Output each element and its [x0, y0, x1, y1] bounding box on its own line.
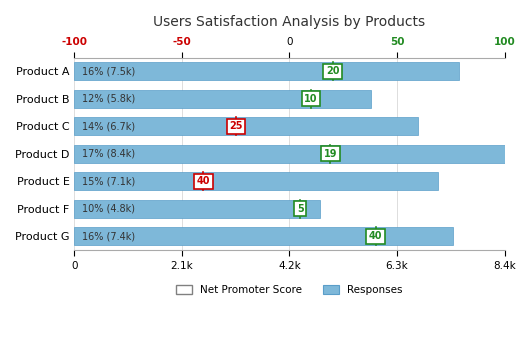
Text: 5: 5 [297, 204, 304, 214]
Bar [74, 172, 438, 190]
Text: 10: 10 [304, 94, 318, 104]
Title: Users Satisfaction Analysis by Products: Users Satisfaction Analysis by Products [153, 15, 425, 29]
Text: 12% (5.8k): 12% (5.8k) [82, 94, 135, 104]
Bar [74, 62, 459, 80]
Bar [74, 118, 417, 135]
Text: 14% (6.7k): 14% (6.7k) [82, 121, 135, 131]
Bar [74, 145, 504, 163]
Text: 25: 25 [229, 121, 243, 131]
Text: 20: 20 [326, 66, 339, 76]
Bar [74, 90, 372, 108]
Text: 16% (7.5k): 16% (7.5k) [82, 66, 135, 76]
Legend: Net Promoter Score, Responses: Net Promoter Score, Responses [172, 280, 407, 299]
Text: 15% (7.1k): 15% (7.1k) [82, 176, 135, 186]
Text: 40: 40 [369, 232, 382, 241]
Bar [74, 228, 453, 245]
Text: 16% (7.4k): 16% (7.4k) [82, 232, 135, 241]
Text: 10% (4.8k): 10% (4.8k) [82, 204, 135, 214]
Bar [74, 200, 320, 218]
Text: 17% (8.4k): 17% (8.4k) [82, 149, 135, 159]
Text: 40: 40 [196, 176, 210, 186]
Text: 19: 19 [323, 149, 337, 159]
